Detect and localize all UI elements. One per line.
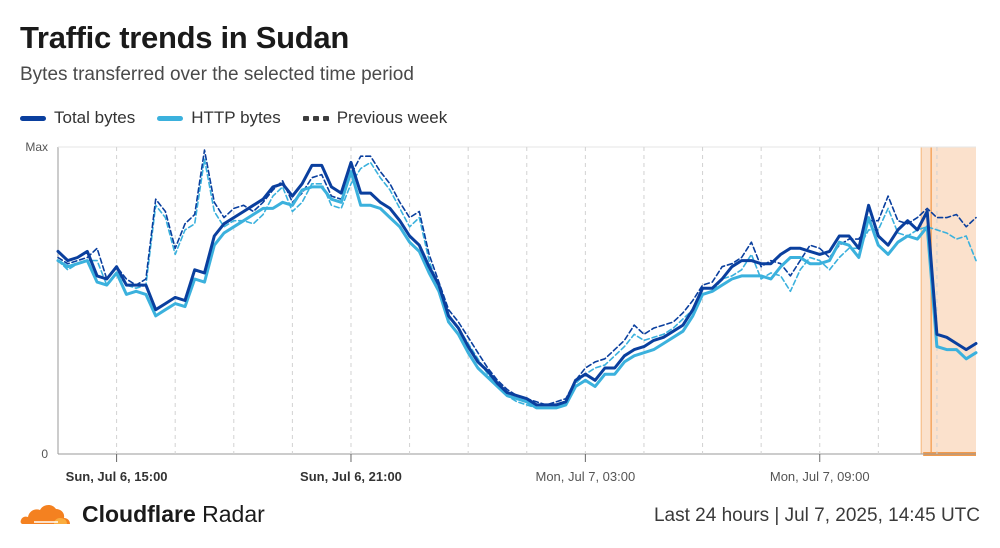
legend-label-previous-week: Previous week [336, 108, 448, 127]
y-tick-label: Max [25, 140, 48, 154]
brand-name: Cloudflare Radar [82, 500, 265, 527]
legend-item-previous-week[interactable]: Previous week [302, 108, 448, 128]
series-line-http-bytes [56, 170, 978, 410]
chart-legend: Total bytes HTTP bytes Previous week [20, 108, 469, 128]
legend-swatch-previous-week [302, 115, 329, 121]
time-range-status: Last 24 hours | Jul 7, 2025, 14:45 UTC [653, 505, 980, 526]
page-title: Traffic trends in Sudan [20, 20, 349, 55]
page-subtitle: Bytes transferred over the selected time… [20, 64, 414, 85]
legend-item-total-bytes[interactable]: Total bytes [20, 108, 135, 128]
y-tick-label: 0 [41, 447, 48, 461]
x-tick-label: Sun, Jul 6, 15:00 [66, 469, 168, 484]
series-line-total-bytes [56, 160, 978, 407]
legend-label-http-bytes: HTTP bytes [191, 108, 281, 127]
brand-logo: Cloudflare Radar [20, 500, 265, 528]
legend-label-total-bytes: Total bytes [54, 108, 136, 127]
x-tick-label: Sun, Jul 6, 21:00 [300, 469, 402, 484]
cloudflare-cloud-icon [20, 504, 70, 524]
x-tick-label: Mon, Jul 7, 09:00 [770, 469, 870, 484]
series-line-previous-week-http-bytes [57, 158, 977, 409]
legend-swatch-http-bytes [157, 115, 184, 121]
legend-swatch-total-bytes [20, 115, 46, 121]
highlight-band [921, 147, 976, 454]
x-tick-label: Mon, Jul 7, 03:00 [535, 469, 635, 484]
series-line-previous-week-total-bytes [57, 149, 977, 406]
legend-item-http-bytes[interactable]: HTTP bytes [157, 108, 281, 128]
